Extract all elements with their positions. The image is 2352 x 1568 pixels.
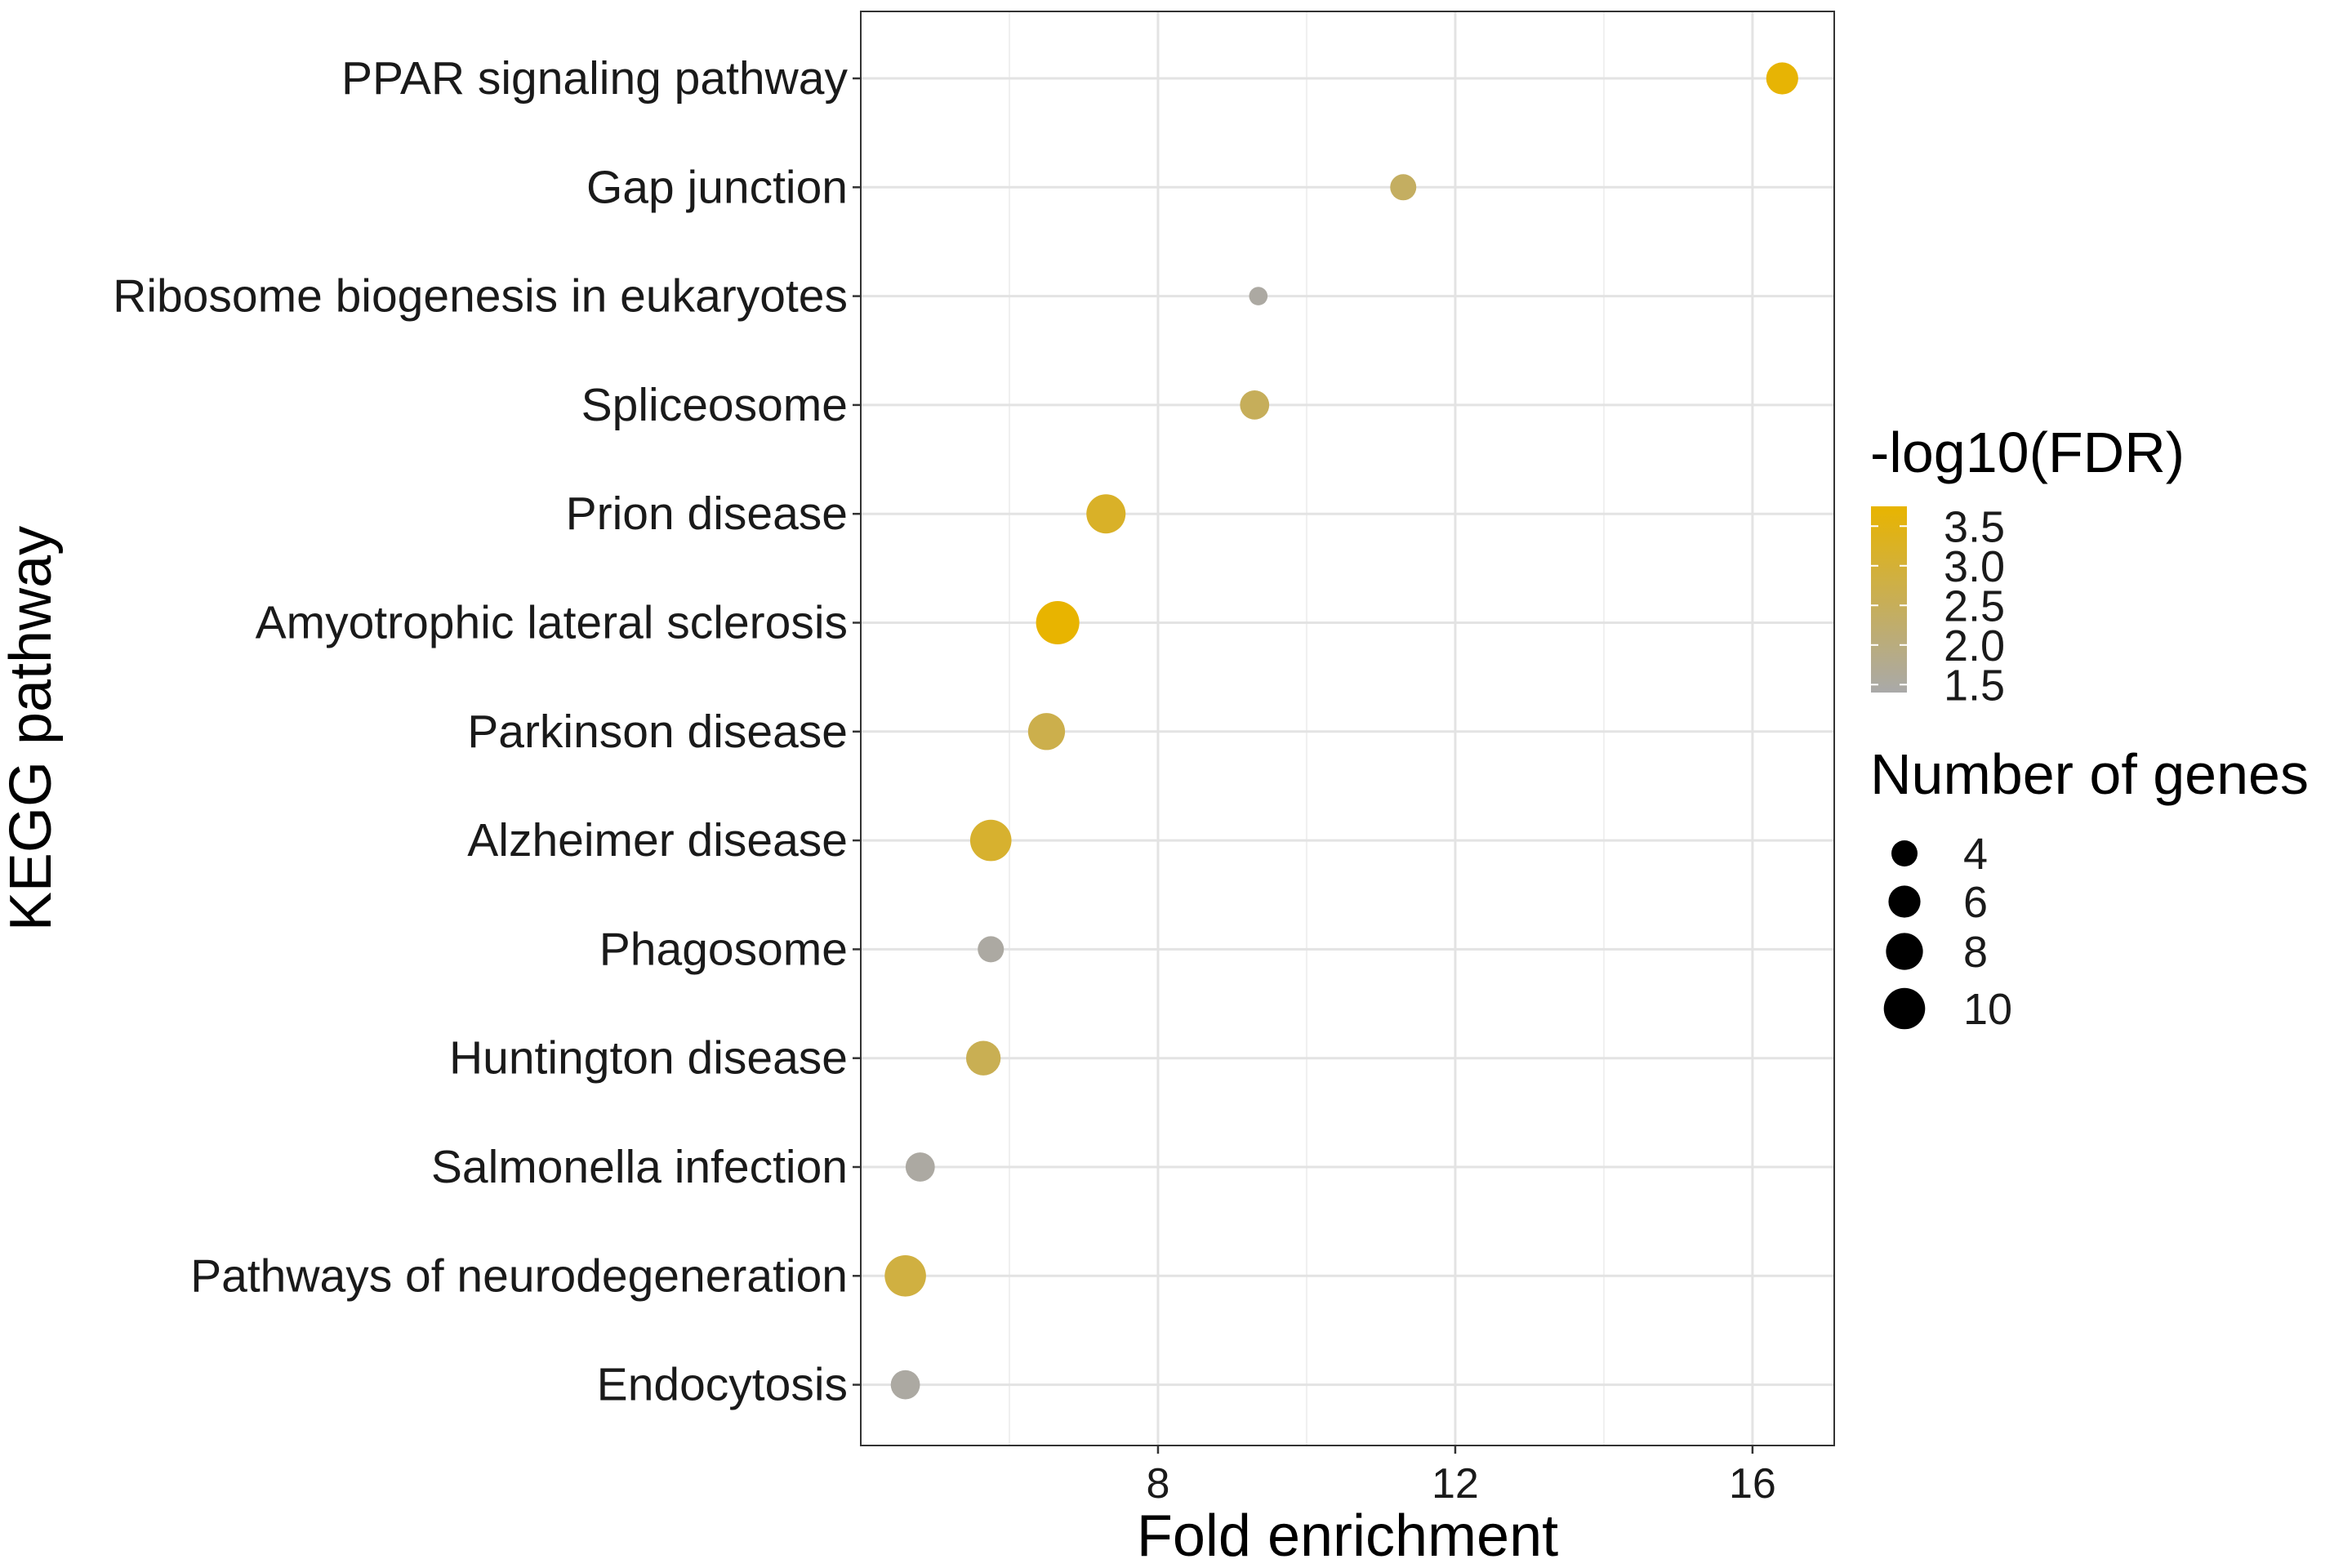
x-tick-label: 8 [1147, 1460, 1170, 1508]
y-tick-label: Ribosome biogenesis in eukaryotes [113, 270, 848, 323]
size-legend-items: 468 10 [1883, 830, 2012, 1034]
data-point [965, 1040, 1001, 1076]
color-legend-bar [1871, 506, 1907, 693]
data-point [969, 819, 1012, 862]
x-tick-label: 16 [1729, 1460, 1776, 1508]
y-tick-label: PPAR signaling pathway [341, 52, 848, 105]
color-legend-tick-label: 2.5 [1944, 581, 2005, 630]
size-legend-label: 10 [1963, 985, 2012, 1034]
size-legend-label: 8 [1963, 928, 1988, 977]
data-point [884, 1255, 926, 1297]
data-points [884, 62, 1798, 1400]
y-tick-label: Spliceosome [581, 379, 848, 431]
x-axis-title: Fold enrichment [1137, 1503, 1558, 1568]
data-point [905, 1152, 935, 1182]
y-axis: PPAR signaling pathway Gap junction Riboso… [113, 52, 861, 1411]
y-tick-label: Alzheimer disease [467, 814, 848, 866]
grid-lines [860, 11, 1834, 1446]
y-tick-label: Endocytosis [597, 1359, 848, 1411]
data-point [1036, 600, 1080, 645]
y-tick-label: Parkinson disease [467, 706, 848, 758]
data-point [1766, 62, 1798, 95]
color-legend: -log10(FDR) 3.53.02.52.01.5 [1870, 421, 2185, 710]
x-axis: 8 12 16 [1147, 1446, 1776, 1508]
data-point [1240, 390, 1270, 420]
data-point [1086, 494, 1126, 534]
y-tick-label: Prion disease [566, 488, 848, 540]
data-point [890, 1370, 920, 1400]
plot-panel-border [860, 11, 1835, 1446]
size-legend-symbol [1883, 987, 1926, 1030]
size-legend-title: Number of genes [1870, 742, 2309, 806]
size-legend-symbol [1886, 933, 1923, 970]
y-tick-label: Salmonella infection [431, 1141, 848, 1193]
y-tick-label: Huntington disease [449, 1032, 848, 1085]
color-legend-tick-label: 1.5 [1944, 661, 2005, 710]
y-tick-label: Gap junction [586, 161, 848, 213]
color-legend-tick-label: 3.0 [1944, 542, 2005, 591]
color-legend-tick-label: 3.5 [1944, 502, 2005, 551]
y-tick-label: Amyotrophic lateral sclerosis [256, 597, 848, 649]
data-point [978, 936, 1004, 963]
x-tick-label: 12 [1432, 1460, 1479, 1508]
y-tick-label: Pathways of neurodegeneration [190, 1250, 848, 1302]
size-legend-label: 6 [1963, 878, 1988, 927]
size-legend-label: 4 [1963, 830, 1988, 879]
color-legend-tick-label: 2.0 [1944, 621, 2005, 670]
size-legend-symbol [1891, 840, 1918, 866]
size-legend-symbol [1888, 885, 1921, 918]
size-legend: Number of genes 468 10 [1870, 742, 2309, 1034]
color-legend-title: -log10(FDR) [1870, 421, 2185, 484]
data-point [1027, 713, 1066, 751]
data-point [1390, 174, 1417, 201]
color-legend-ticks: 3.53.02.52.01.5 [1871, 502, 2005, 710]
data-point [1249, 287, 1268, 305]
y-axis-title: KEGG pathway [0, 526, 64, 931]
y-tick-label: Phagosome [599, 923, 848, 975]
